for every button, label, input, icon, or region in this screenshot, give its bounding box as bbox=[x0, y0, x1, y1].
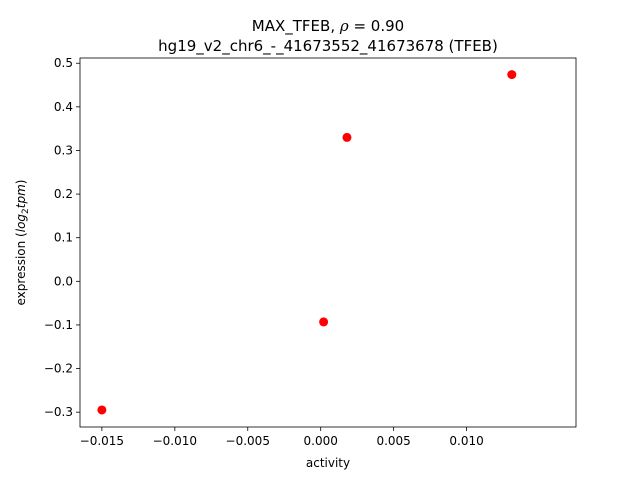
chart-title-line1: MAX_TFEB, ρ = 0.90 bbox=[252, 17, 404, 36]
data-point bbox=[319, 317, 329, 327]
y-tick-label: 0.4 bbox=[54, 100, 73, 114]
y-tick-label: 0.3 bbox=[54, 143, 73, 157]
y-tick-label: 0.2 bbox=[54, 187, 73, 201]
y-tick-label: 0.5 bbox=[54, 56, 73, 70]
y-axis-label: expression (log2tpm) bbox=[14, 180, 31, 306]
x-axis-ticks: −0.015 −0.010 −0.005 0.000 0.005 0.010 bbox=[80, 427, 484, 448]
y-tick-label: −0.1 bbox=[44, 318, 73, 332]
data-points bbox=[97, 70, 517, 415]
data-point bbox=[97, 405, 107, 415]
y-axis-ticks: −0.3 −0.2 −0.1 0.0 0.1 0.2 0.3 0.4 0.5 bbox=[44, 56, 80, 419]
x-tick-label: −0.005 bbox=[226, 434, 270, 448]
x-tick-label: −0.010 bbox=[153, 434, 197, 448]
data-point bbox=[507, 70, 517, 80]
y-tick-label: 0.1 bbox=[54, 231, 73, 245]
x-tick-label: 0.010 bbox=[449, 434, 483, 448]
chart-title-line2: hg19_v2_chr6_-_41673552_41673678 (TFEB) bbox=[158, 37, 498, 56]
plot-area-frame bbox=[79, 57, 577, 428]
y-tick-label: 0.0 bbox=[54, 274, 73, 288]
x-tick-label: 0.000 bbox=[304, 434, 338, 448]
y-tick-label: −0.3 bbox=[44, 405, 73, 419]
data-point bbox=[342, 132, 352, 142]
y-tick-label: −0.2 bbox=[44, 362, 73, 376]
x-tick-label: −0.015 bbox=[80, 434, 124, 448]
x-axis-label: activity bbox=[306, 456, 350, 470]
x-tick-label: 0.005 bbox=[376, 434, 410, 448]
